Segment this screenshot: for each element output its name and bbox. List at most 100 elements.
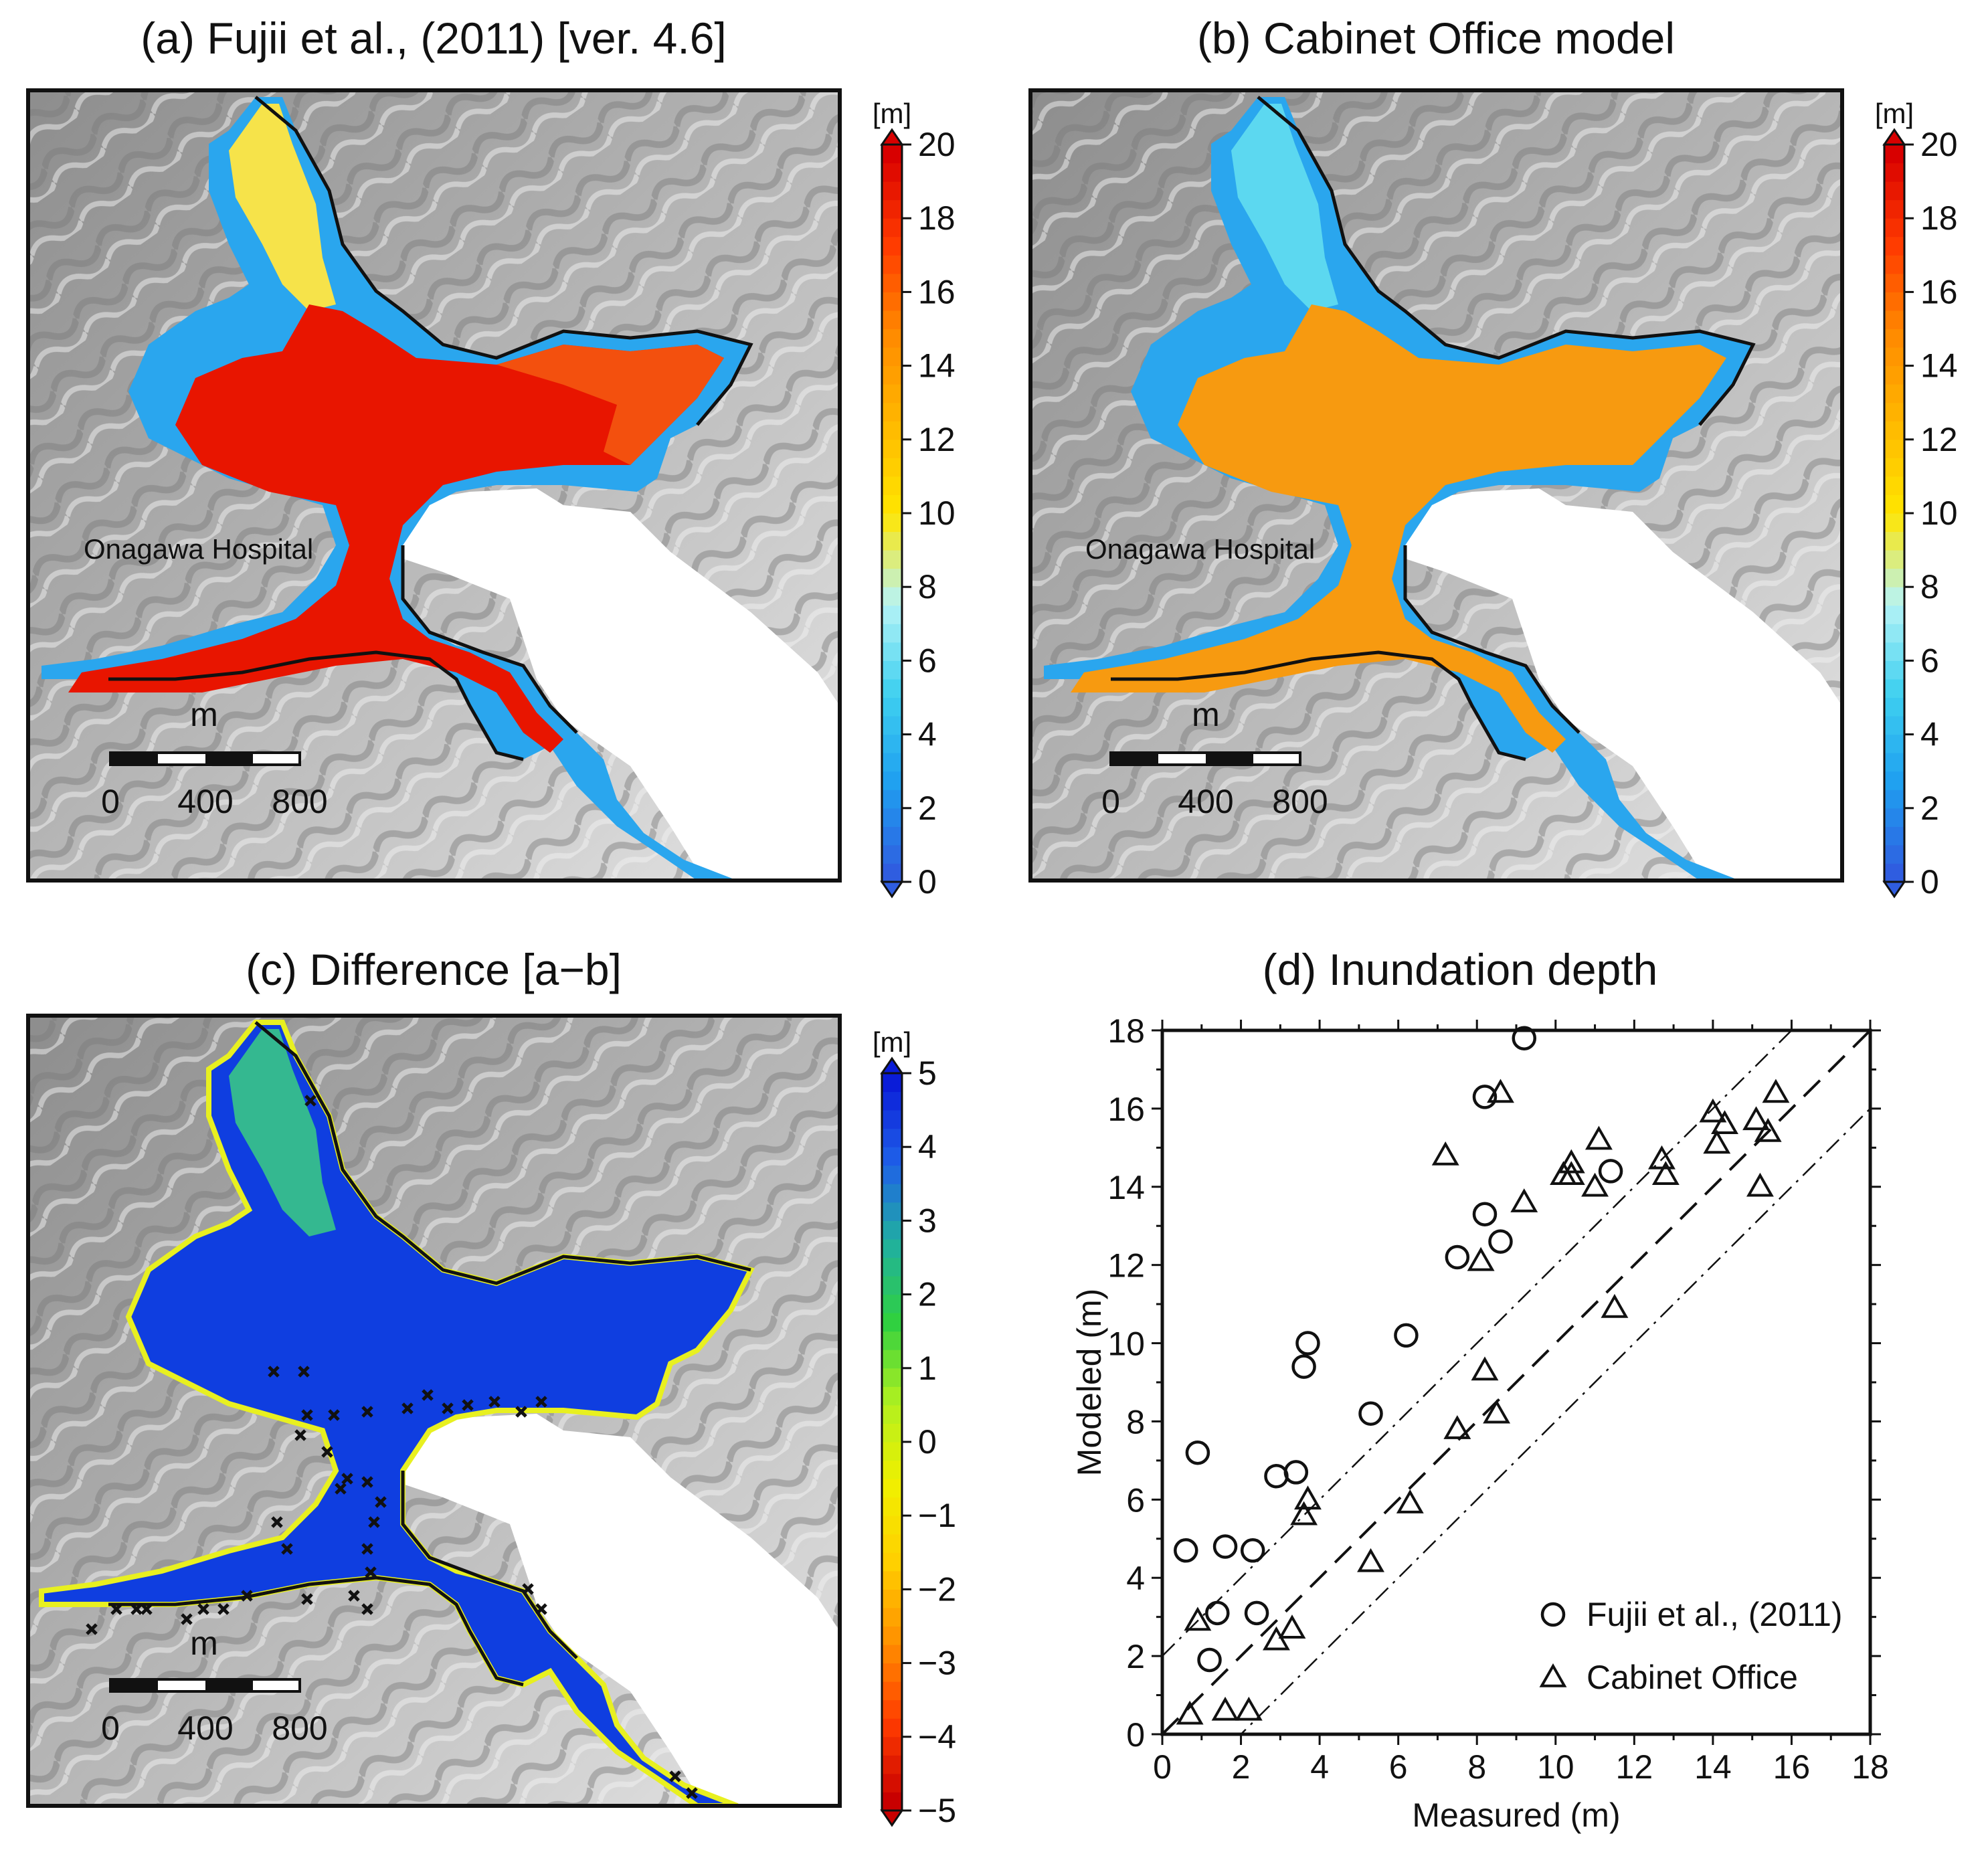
triangle-point [1557, 1161, 1585, 1185]
colorbar-tick-label: 6 [918, 642, 937, 679]
difference-upper-valley [229, 1029, 336, 1236]
triangle-point [1557, 1149, 1585, 1174]
colorbar-segment [1884, 292, 1904, 311]
y-tick-label: 12 [1107, 1247, 1145, 1285]
colorbar-tick-label: 0 [918, 1423, 937, 1461]
colorbar-segment [1884, 458, 1904, 477]
x-tick-label: 12 [1616, 1748, 1653, 1786]
colorbar-tick-label: −3 [918, 1645, 956, 1682]
colorbar-segment [882, 1515, 902, 1535]
y-tick-label: 4 [1126, 1560, 1145, 1597]
scalebar-label-0-a: 0 [101, 783, 120, 820]
colorbar-unit: [m] [1875, 98, 1914, 129]
scalebar-a: m 0 400 800 [101, 696, 328, 820]
colorbar-tick-label: 8 [1920, 568, 1939, 606]
series-cabinet-office [1176, 1079, 1790, 1725]
colorbar-segment [1884, 844, 1904, 864]
colorbar-segment [1884, 218, 1904, 238]
colorbar-tick-label: −4 [918, 1718, 956, 1756]
colorbar-tick-label: 18 [918, 199, 956, 237]
colorbar-segment [882, 1276, 902, 1295]
colorbar-segment [882, 678, 902, 698]
colorbar-tick-label: 1 [918, 1350, 937, 1387]
colorbar-b: 0 2 4 6 8 10 12 14 16 18 20[m] [1875, 98, 1958, 901]
triangle-point [1703, 1129, 1731, 1154]
colorbar-tick-label: −5 [918, 1792, 956, 1829]
harbor-land-area [1392, 488, 1842, 880]
colorbar-segment [1884, 199, 1904, 219]
inundation-outline [1111, 96, 1756, 761]
triangle-point [1467, 1246, 1495, 1271]
scalebar-b: m 0 400 800 [1101, 696, 1328, 820]
colorbar-segment [882, 1479, 902, 1498]
colorbar-segment [882, 642, 902, 661]
y-axis-label: Modeled (m) [1071, 1289, 1108, 1477]
colorbar-segment [882, 1147, 902, 1166]
colorbar-segment [1884, 494, 1904, 514]
triangle-point [1699, 1098, 1727, 1123]
colorbar-segment [1884, 716, 1904, 735]
triangle-point [1711, 1110, 1738, 1135]
colorbar-segment [1884, 660, 1904, 680]
colorbar-segment [882, 513, 902, 533]
scalebar-label-400-b: 400 [1178, 783, 1233, 820]
inundation-upper-valley [1231, 104, 1338, 311]
colorbar-segment [882, 1663, 902, 1682]
difference-outline [108, 1021, 751, 1687]
triangle-point [1746, 1172, 1774, 1197]
colorbar-tick-label: 2 [918, 790, 937, 827]
triangle-point [1762, 1079, 1790, 1103]
colorbar-segment [882, 753, 902, 772]
triangle-point [1396, 1489, 1424, 1513]
colorbar-segment [882, 439, 902, 458]
colorbar-segment [882, 163, 902, 182]
colorbar-tick-label: 5 [918, 1054, 937, 1092]
colorbar-segment [882, 1073, 902, 1093]
panel-a-title: (a) Fujii et al., (2011) [ver. 4.6] [141, 13, 726, 63]
colorbar-unit: [m] [873, 98, 911, 129]
triangle-point [1443, 1415, 1471, 1439]
x-axis-label: Measured (m) [1412, 1796, 1620, 1834]
colorbar-segment [882, 844, 902, 864]
colorbar-segment [882, 458, 902, 477]
triangle-point [1290, 1501, 1318, 1525]
circle-point [1185, 1440, 1210, 1465]
colorbar-tick-label: 16 [918, 273, 956, 310]
colorbar-segment [882, 1699, 902, 1719]
colorbar-segment [882, 1404, 902, 1424]
x-tick-label: 10 [1537, 1748, 1574, 1786]
colorbar-segment [882, 550, 902, 569]
legend-label: Fujii et al., (2011) [1587, 1596, 1843, 1633]
scalebar-label-400-c: 400 [177, 1709, 233, 1747]
colorbar-segment [1884, 790, 1904, 809]
colorbar-segment [882, 1570, 902, 1590]
y-tick-label: 16 [1107, 1091, 1145, 1128]
x-tick-label: 4 [1310, 1748, 1329, 1786]
colorbar-segment [882, 771, 902, 790]
y-tick-label: 18 [1107, 1012, 1145, 1050]
colorbar-segment [882, 365, 902, 385]
scalebar-label-800-b: 800 [1272, 783, 1328, 820]
colorbar-segment [882, 1294, 902, 1313]
colorbar-tick-label: 20 [1920, 126, 1958, 163]
scalebar-unit-c: m [190, 1625, 218, 1662]
circle-point [1445, 1244, 1470, 1270]
y-tick-label: 6 [1126, 1481, 1145, 1519]
colorbar-segment [882, 329, 902, 348]
colorbar-segment [1884, 550, 1904, 569]
colorbar-segment [882, 310, 902, 329]
y-tick-label: 10 [1107, 1325, 1145, 1363]
colorbar-segment [882, 1589, 902, 1608]
colorbar-segment [1884, 678, 1904, 698]
panel-b-title: (b) Cabinet Office model [1197, 13, 1675, 63]
colorbar-segment [882, 476, 902, 495]
colorbar-segment [1884, 753, 1904, 772]
colorbar-segment [882, 145, 902, 164]
colorbar-tick-label: 10 [918, 494, 956, 532]
colorbar-tick-label: 0 [918, 863, 937, 901]
circle-point [1205, 1600, 1230, 1626]
colorbar-segment [1884, 863, 1904, 883]
colorbar-segment [1884, 329, 1904, 348]
colorbar-segment [1884, 771, 1904, 790]
colorbar-segment [1884, 513, 1904, 533]
